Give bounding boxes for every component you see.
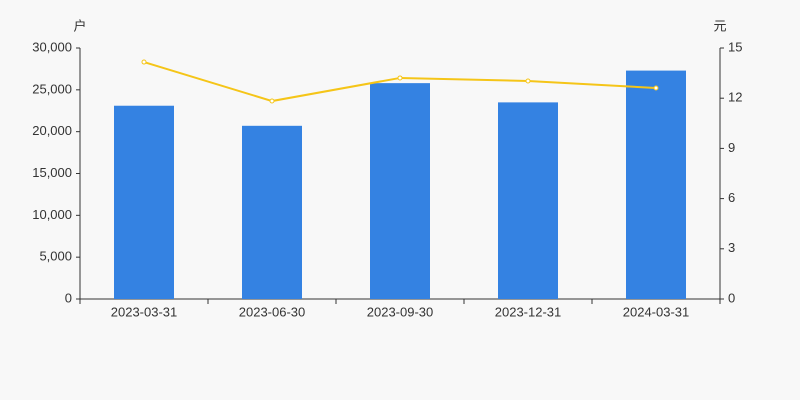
y-tick-label: 15,000	[32, 165, 72, 180]
bar	[114, 105, 174, 299]
y2-tick-label: 6	[728, 190, 735, 205]
x-tick-label: 2024-03-31	[623, 304, 690, 319]
line-point	[525, 78, 531, 84]
y2-tick-label: 3	[728, 240, 735, 255]
y-axis-label: 户	[73, 18, 86, 33]
y-tick-label: 10,000	[32, 207, 72, 222]
line-point	[653, 85, 659, 91]
y-tick-label: 25,000	[32, 81, 72, 96]
x-tick-label: 2023-09-30	[367, 304, 434, 319]
y-tick-label: 30,000	[32, 39, 72, 54]
y2-tick-label: 0	[728, 290, 735, 305]
line-point	[141, 59, 147, 65]
line-point	[397, 75, 403, 81]
y-tick-label: 0	[65, 290, 72, 305]
bar	[626, 70, 686, 299]
y-tick-label: 5,000	[39, 249, 72, 264]
line-point	[269, 98, 275, 104]
y2-axis-label: 元	[713, 18, 726, 33]
x-tick-label: 2023-06-30	[239, 304, 306, 319]
y2-tick-label: 9	[728, 140, 735, 155]
bar	[370, 83, 430, 299]
y-tick-label: 20,000	[32, 123, 72, 138]
x-tick-label: 2023-03-31	[111, 304, 178, 319]
y2-tick-label: 12	[728, 90, 742, 105]
bar	[498, 102, 558, 299]
y2-tick-label: 15	[728, 39, 742, 54]
x-tick-label: 2023-12-31	[495, 304, 562, 319]
bar	[242, 125, 302, 299]
